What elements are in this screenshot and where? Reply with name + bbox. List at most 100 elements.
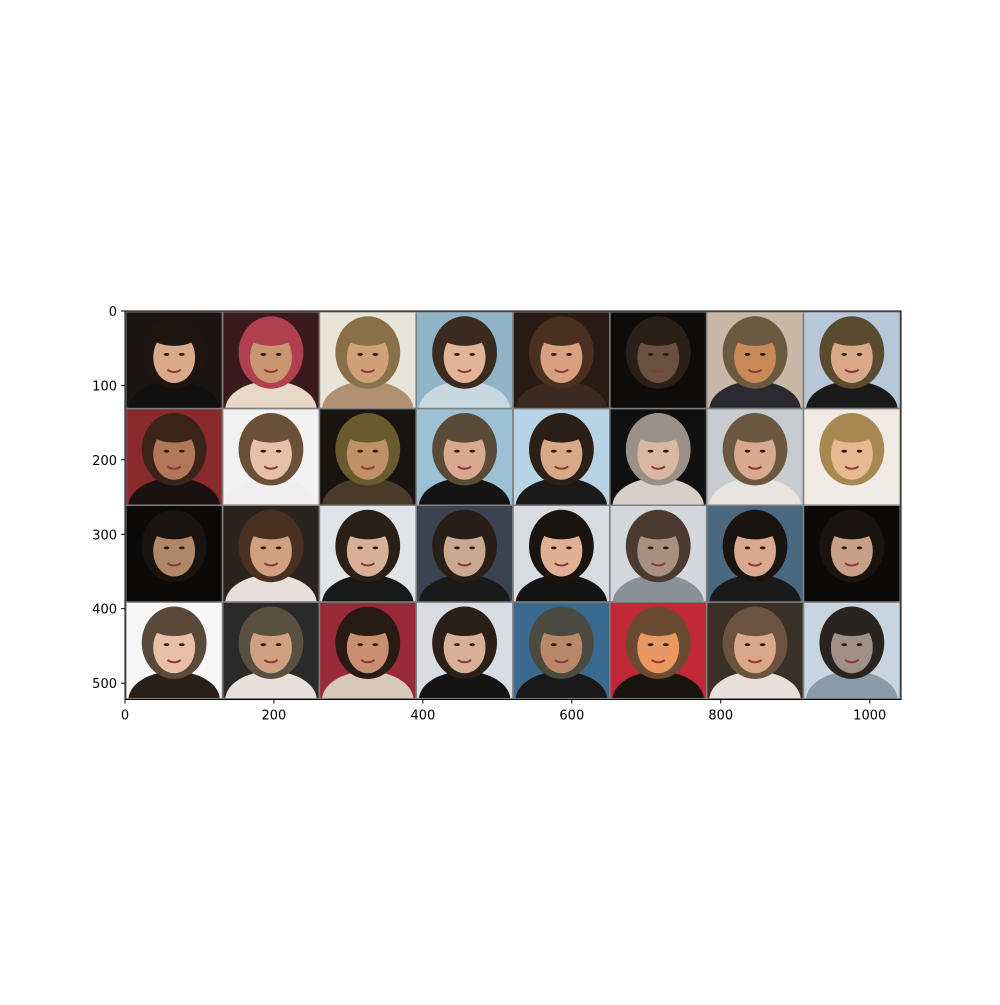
tile-mouth — [457, 465, 472, 470]
tile-eye — [275, 449, 282, 453]
tile-shoulders — [322, 477, 414, 505]
y-tick-label: 300 — [92, 528, 117, 543]
face-tile — [126, 312, 222, 408]
face-tile — [320, 409, 416, 505]
tile-shoulders — [515, 477, 608, 505]
face-tile — [610, 409, 706, 505]
tile-eye — [759, 449, 766, 453]
tile-shoulders — [515, 574, 608, 602]
tile-fringe — [151, 326, 198, 346]
tile-shoulders — [322, 381, 414, 408]
tile-eye — [275, 352, 282, 356]
tile-shoulders — [418, 381, 511, 408]
tile-mouth — [650, 465, 666, 470]
face-tile — [416, 602, 513, 699]
face-tile — [223, 602, 319, 699]
tile-eye — [647, 352, 654, 356]
face-tile — [416, 409, 513, 505]
tile-eye — [372, 352, 379, 356]
tile-eye — [841, 352, 848, 356]
face-tile — [610, 602, 706, 699]
tile-mouth — [844, 368, 860, 374]
tile-shoulders — [225, 477, 317, 505]
tile-eye — [856, 449, 863, 453]
tile-fringe — [732, 326, 778, 346]
tile-eye — [647, 449, 654, 453]
tile-eye — [469, 643, 476, 647]
tile-shoulders — [128, 671, 220, 699]
tile-fringe — [151, 617, 198, 637]
tile-fringe — [732, 520, 778, 540]
face-tile — [126, 409, 222, 505]
tile-eye — [566, 546, 572, 550]
tile-shoulders — [225, 574, 317, 602]
tile-mouth — [844, 562, 860, 567]
tile-shoulders — [709, 671, 801, 699]
tile-mouth — [554, 368, 569, 374]
y-tick-label: 200 — [92, 454, 117, 469]
tile-eye — [662, 546, 669, 550]
tile-mouth — [166, 562, 182, 567]
face-tile — [513, 505, 610, 602]
face-tile — [320, 312, 416, 408]
tile-mouth — [263, 465, 279, 470]
tile-mouth — [650, 368, 666, 374]
tile-eye — [550, 352, 557, 356]
tile-mouth — [263, 368, 279, 374]
tile-eye — [275, 643, 282, 647]
tile-eye — [454, 352, 460, 356]
tile-eye — [260, 643, 267, 647]
tile-eye — [759, 546, 766, 550]
tile-eye — [260, 352, 267, 356]
face-tile — [320, 505, 416, 602]
tile-shoulders — [322, 671, 414, 699]
face-tile — [804, 602, 900, 699]
tile-eye — [647, 546, 654, 550]
tile-fringe — [151, 520, 198, 540]
tile-fringe — [732, 423, 778, 443]
tile-eye — [550, 643, 557, 647]
image-tiles — [125, 311, 901, 700]
tile-mouth — [360, 368, 376, 374]
tile-mouth — [650, 562, 666, 567]
x-tick-label: 200 — [262, 709, 287, 724]
tile-mouth — [360, 562, 376, 567]
tile-eye — [178, 643, 185, 647]
tile-eye — [759, 643, 766, 647]
face-tile — [610, 312, 706, 408]
tile-fringe — [538, 520, 585, 540]
tile-fringe — [441, 520, 488, 540]
tile-shoulders — [418, 574, 511, 602]
tile-eye — [647, 643, 654, 647]
face-tile — [320, 602, 416, 699]
tile-fringe — [248, 520, 294, 540]
tile-shoulders — [515, 381, 608, 408]
tile-mouth — [166, 465, 182, 470]
tile-fringe — [441, 326, 488, 346]
tile-eye — [744, 643, 751, 647]
tile-fringe — [248, 326, 294, 346]
tile-mouth — [457, 659, 472, 664]
tile-fringe — [441, 423, 488, 443]
tile-shoulders — [515, 671, 608, 699]
face-tile — [707, 312, 803, 408]
tile-eye — [841, 643, 848, 647]
tile-shoulders — [612, 574, 704, 602]
tile-eye — [856, 352, 863, 356]
tile-eye — [163, 352, 170, 356]
tile-fringe — [344, 617, 391, 637]
face-tile — [416, 505, 513, 602]
face-tile — [804, 409, 900, 505]
tile-fringe — [828, 326, 875, 346]
tile-eye — [662, 643, 669, 647]
tile-eye — [372, 449, 379, 453]
tile-eye — [759, 352, 766, 356]
tile-mouth — [457, 562, 472, 567]
x-tick-label: 400 — [410, 709, 435, 724]
face-tile — [416, 312, 513, 408]
face-tile — [223, 505, 319, 602]
x-tick-label: 1000 — [853, 709, 886, 724]
face-tile — [223, 409, 319, 505]
tile-shoulders — [806, 574, 898, 602]
